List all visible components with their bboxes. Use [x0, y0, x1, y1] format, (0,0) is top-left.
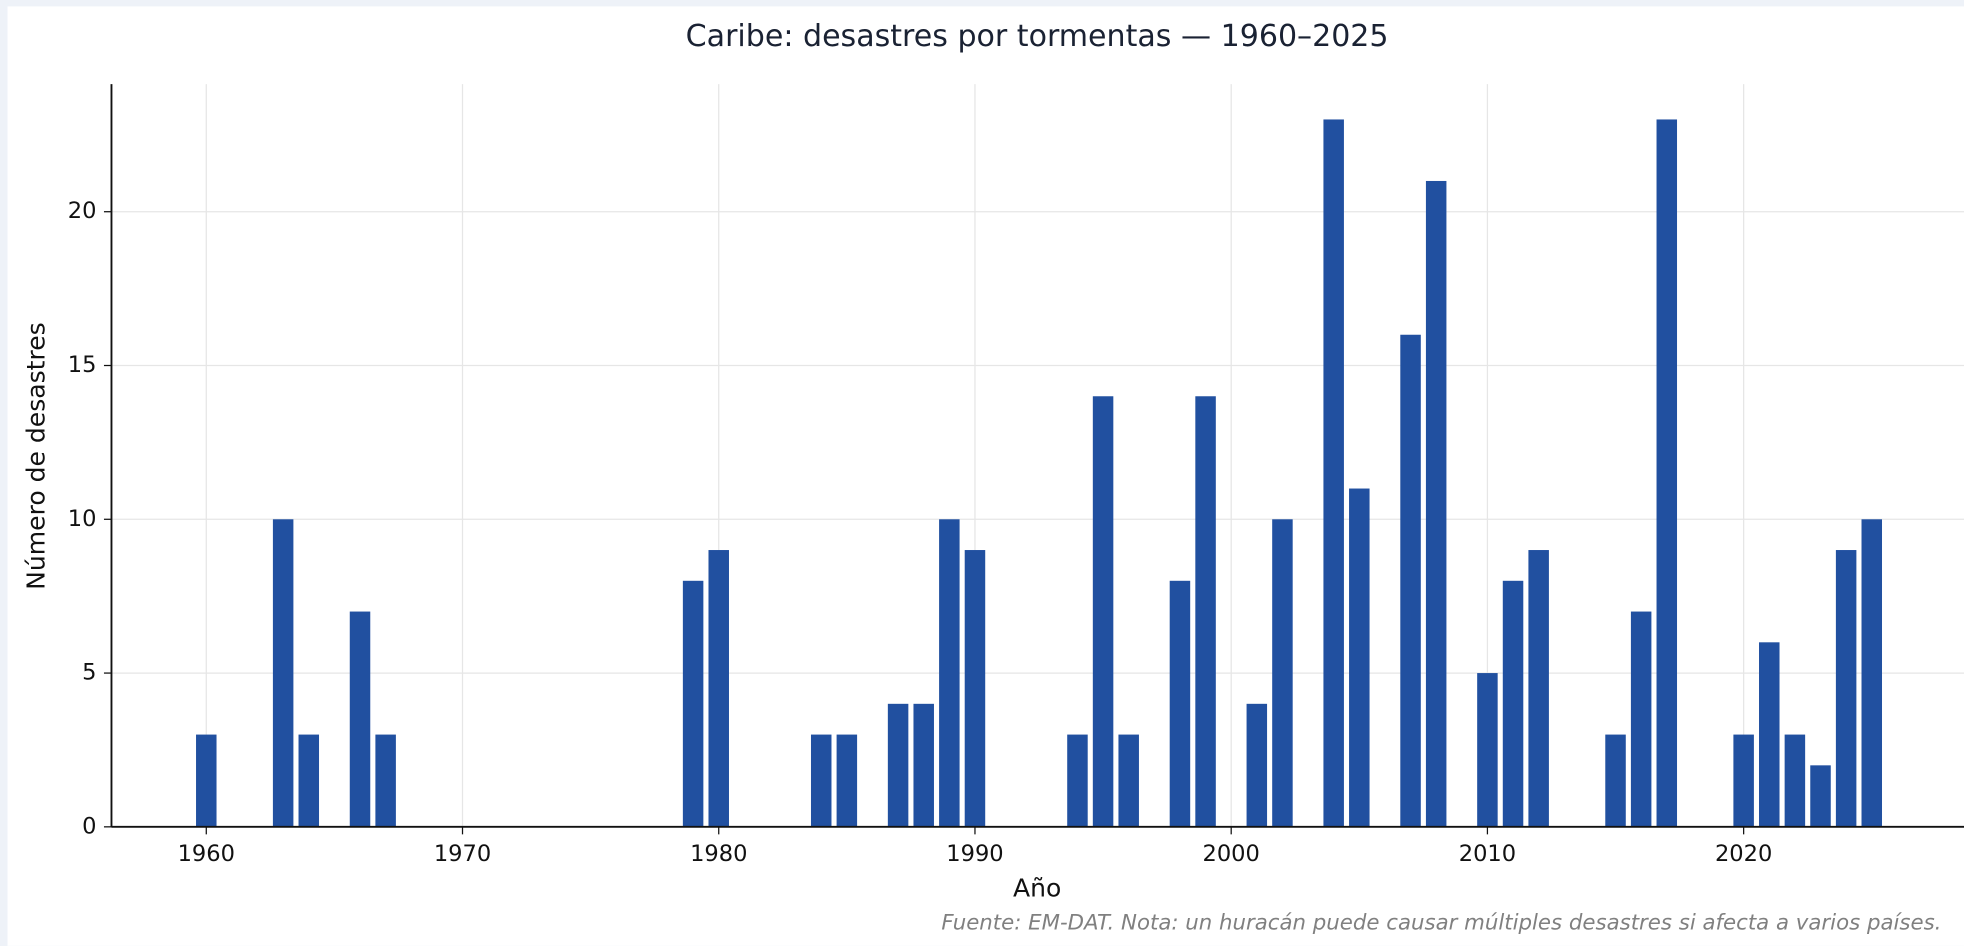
bar — [1528, 550, 1549, 827]
bar — [1477, 673, 1498, 827]
bar — [1502, 580, 1524, 827]
y-axis-label: Número de desastres — [22, 322, 51, 590]
bar — [1425, 180, 1447, 827]
bar — [272, 519, 294, 827]
bar — [682, 580, 704, 827]
bar — [1195, 396, 1216, 827]
bar — [375, 734, 396, 827]
bar — [1272, 519, 1293, 827]
x-tick-label: 1960 — [178, 841, 235, 867]
bar — [913, 703, 934, 827]
bar — [1169, 580, 1191, 827]
bar — [196, 734, 217, 827]
x-tick-label: 2010 — [1459, 841, 1516, 867]
chart-title: Caribe: desastres por tormentas — 1960–2… — [686, 19, 1389, 54]
bar — [1784, 734, 1806, 827]
footnote: Fuente: EM-DAT. Nota: un huracán puede c… — [941, 910, 1941, 935]
x-axis-label: Año — [1013, 873, 1061, 902]
bar — [1759, 642, 1780, 827]
bar — [1656, 119, 1678, 827]
x-tick-label: 1970 — [434, 841, 491, 867]
x-tick-label: 2000 — [1203, 841, 1260, 867]
y-tick-label: 5 — [82, 660, 96, 686]
bar — [1246, 703, 1268, 827]
bar — [1630, 611, 1652, 827]
bar — [1092, 396, 1114, 827]
y-tick-label: 20 — [68, 198, 97, 224]
x-tick-label: 1980 — [690, 841, 747, 867]
bar — [1349, 488, 1370, 827]
y-tick-label: 10 — [68, 506, 97, 532]
bar — [1861, 519, 1883, 827]
bar — [1067, 734, 1088, 827]
bar — [1323, 119, 1344, 827]
bar — [964, 550, 986, 827]
y-tick-label: 15 — [68, 352, 97, 378]
x-tick-label: 1990 — [946, 841, 1003, 867]
bar — [298, 734, 320, 827]
bar — [810, 734, 832, 827]
bar — [349, 611, 371, 827]
y-tick-label: 0 — [82, 813, 96, 839]
bar — [1835, 550, 1857, 827]
bar — [939, 519, 960, 827]
bar — [708, 550, 729, 827]
bar — [1118, 734, 1139, 827]
bar — [1733, 734, 1754, 827]
bar — [887, 703, 909, 827]
bar — [1400, 334, 1421, 827]
bar — [1605, 734, 1626, 827]
x-tick-label: 2020 — [1715, 841, 1772, 867]
bar — [1810, 765, 1831, 827]
bar — [836, 734, 858, 827]
